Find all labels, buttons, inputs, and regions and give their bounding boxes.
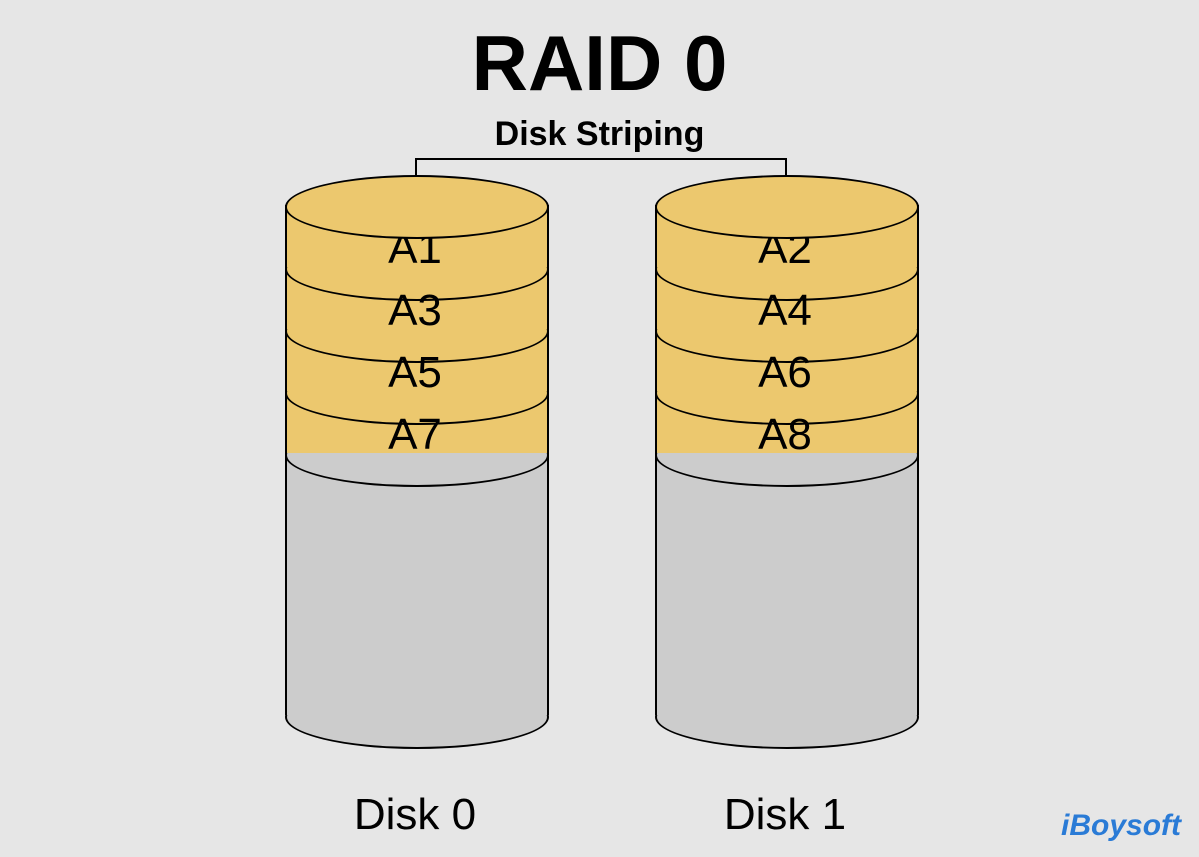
stripe-label: A7 bbox=[285, 410, 545, 460]
disk-top-ellipse bbox=[655, 175, 919, 239]
stripe-label: A5 bbox=[285, 348, 545, 398]
diagram-title: RAID 0 bbox=[0, 18, 1199, 109]
disk-empty-body bbox=[655, 453, 919, 715]
disk-0-cylinder: A7A5A3A1 bbox=[285, 175, 545, 775]
stripe-label: A4 bbox=[655, 286, 915, 336]
raid0-diagram: RAID 0 Disk Striping A7A5A3A1 Disk 0 A8A… bbox=[0, 0, 1199, 857]
stripe-label: A3 bbox=[285, 286, 545, 336]
disk-1-label: Disk 1 bbox=[655, 790, 915, 840]
disk-top-ellipse bbox=[285, 175, 549, 239]
disk-1-cylinder: A8A6A4A2 bbox=[655, 175, 915, 775]
stripe-label: A8 bbox=[655, 410, 915, 460]
brace-top-line bbox=[415, 158, 785, 160]
stripe-label: A6 bbox=[655, 348, 915, 398]
disk-0-label: Disk 0 bbox=[285, 790, 545, 840]
watermark-text: iBoysoft bbox=[1061, 809, 1181, 842]
disk-empty-body bbox=[285, 453, 549, 715]
diagram-subtitle: Disk Striping bbox=[0, 115, 1199, 154]
watermark-logo: iBoysoft bbox=[1061, 809, 1181, 843]
